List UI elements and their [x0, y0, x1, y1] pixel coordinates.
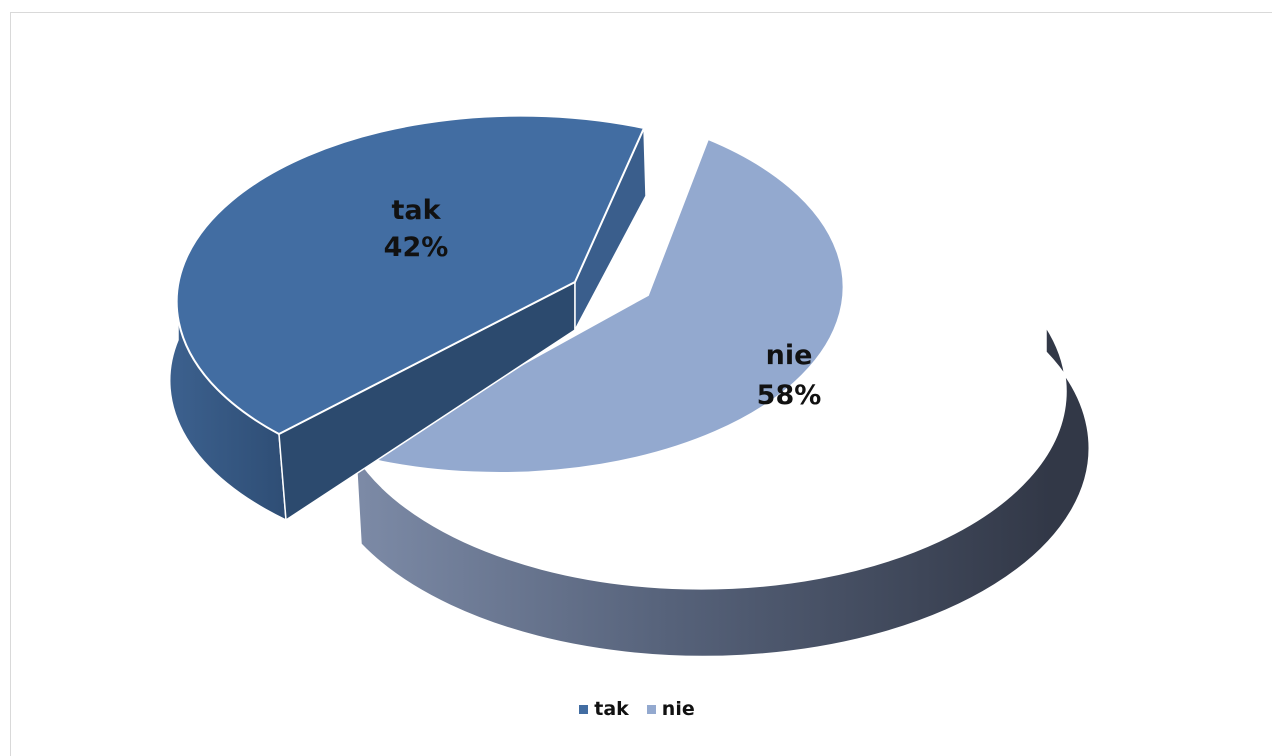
- legend-label-nie: nie: [661, 698, 695, 720]
- chart-legend: tak nie: [0, 698, 1274, 720]
- data-label-nie-name: nie: [766, 340, 813, 371]
- legend-label-tak: tak: [594, 698, 629, 720]
- data-label-nie-percent: 58%: [757, 380, 822, 411]
- pie-slice-tak-top: [175, 114, 646, 436]
- data-label-tak-percent: 42%: [384, 232, 449, 263]
- legend-swatch-tak: [579, 704, 589, 714]
- data-label-tak-name: tak: [391, 195, 441, 226]
- pie-slice-nie-side: [355, 324, 1090, 658]
- legend-item-nie: nie: [646, 698, 695, 720]
- legend-swatch-nie: [646, 704, 656, 714]
- legend-item-tak: tak: [579, 698, 629, 720]
